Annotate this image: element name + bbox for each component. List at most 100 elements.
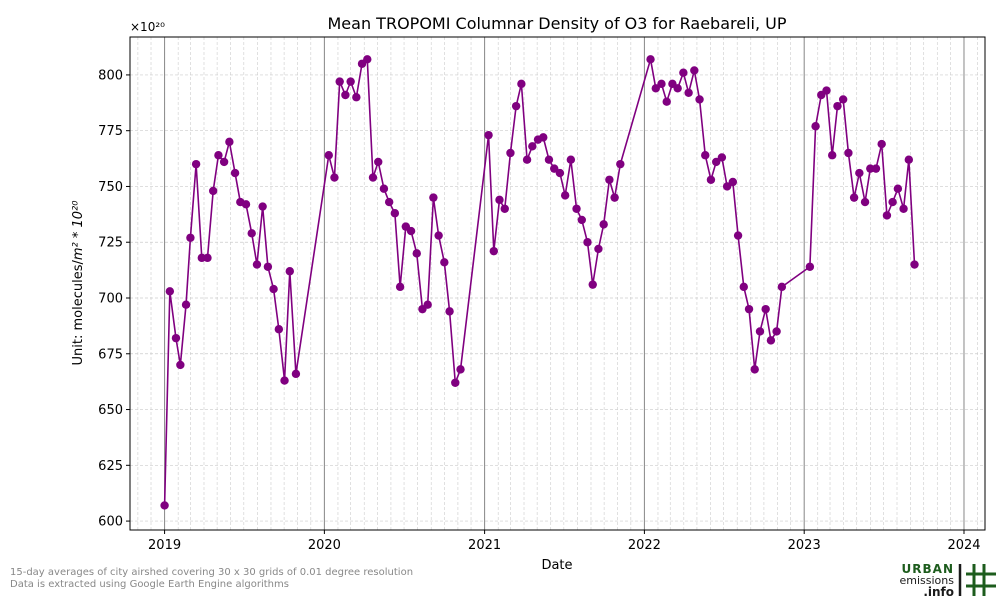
y-tick-label: 600	[98, 515, 123, 530]
data-point	[849, 193, 859, 202]
data-point	[761, 304, 770, 314]
data-point	[230, 168, 240, 178]
data-point	[252, 260, 262, 269]
data-point	[888, 197, 897, 207]
data-point	[434, 231, 443, 240]
data-point	[583, 238, 592, 247]
x-tick-label: 2023	[788, 538, 821, 553]
data-point	[744, 304, 754, 314]
y-axis-label-units: m² * 10²⁰	[71, 200, 86, 260]
data-point	[291, 369, 301, 379]
data-point	[341, 90, 350, 100]
series-line-path	[163, 58, 916, 506]
urban-emissions-logo: URBAN emissions .info	[898, 562, 998, 599]
data-point	[528, 142, 537, 151]
data-point	[833, 101, 842, 111]
data-point	[893, 184, 903, 193]
data-point	[766, 336, 776, 345]
data-point	[368, 173, 378, 182]
data-point	[605, 175, 614, 184]
data-point	[440, 258, 449, 267]
data-point	[722, 182, 732, 191]
data-point	[181, 300, 191, 309]
data-point	[712, 157, 721, 167]
data-point	[679, 68, 688, 77]
data-point	[599, 220, 608, 229]
data-point	[511, 101, 521, 111]
data-point	[500, 204, 509, 213]
y-tick-label: 625	[98, 459, 123, 474]
data-point	[651, 84, 660, 93]
data-point	[717, 153, 727, 162]
y-tick-label: 750	[98, 180, 123, 195]
data-point	[160, 501, 169, 510]
y-tick-label: 775	[98, 124, 123, 139]
data-point	[684, 88, 693, 97]
data-point	[739, 282, 748, 292]
data-point	[882, 211, 892, 220]
data-point	[263, 262, 273, 271]
data-point	[616, 159, 625, 169]
data-point	[406, 226, 416, 236]
data-point	[566, 155, 576, 164]
data-point	[324, 151, 333, 160]
data-point	[423, 300, 432, 309]
data-point	[539, 133, 548, 142]
data-point	[451, 378, 460, 387]
data-point	[855, 168, 864, 178]
data-point	[285, 267, 294, 276]
data-point	[695, 95, 704, 104]
data-point	[577, 215, 586, 225]
data-point	[673, 84, 682, 93]
data-point	[706, 175, 716, 184]
data-point	[484, 130, 493, 140]
chart-title: Mean TROPOMI Columnar Density of O3 for …	[328, 14, 787, 33]
data-point	[186, 233, 195, 242]
data-point	[610, 193, 619, 202]
data-point	[899, 204, 908, 213]
grid	[130, 37, 985, 530]
data-point	[822, 86, 831, 95]
footnote-line-2: Data is extracted using Google Earth Eng…	[10, 579, 289, 590]
data-point	[690, 66, 699, 75]
data-point	[445, 307, 454, 316]
data-point	[657, 79, 666, 89]
scale-label: ×10²⁰	[130, 20, 165, 34]
data-point	[330, 173, 339, 182]
data-point	[395, 282, 405, 292]
plot-frame	[129, 36, 986, 531]
data-point	[517, 79, 526, 89]
data-point	[176, 360, 185, 370]
series-markers	[160, 55, 919, 510]
data-point	[811, 122, 820, 131]
data-point	[258, 202, 267, 211]
data-point	[701, 151, 710, 160]
y-tick-label: 700	[98, 292, 123, 307]
data-point	[374, 157, 383, 167]
data-point	[588, 280, 597, 289]
data-point	[728, 177, 738, 187]
data-point	[805, 262, 815, 271]
data-point	[522, 155, 532, 164]
data-point	[755, 327, 765, 336]
x-tick-label: 2020	[308, 538, 341, 553]
data-point	[274, 325, 284, 334]
data-point	[910, 260, 919, 269]
y-tick-label: 800	[98, 68, 123, 83]
data-point	[171, 333, 181, 343]
data-point	[646, 55, 655, 64]
data-point	[904, 155, 914, 164]
data-point	[495, 195, 504, 205]
x-tick-label: 2024	[947, 538, 980, 553]
y-tick-label: 650	[98, 403, 123, 418]
data-point	[750, 365, 759, 374]
data-point	[225, 137, 234, 147]
axes: 600 625 650 675 700 725 750 775 800 2019 2020 2021 2…	[98, 36, 986, 553]
data-point	[733, 231, 743, 240]
y-axis-label: Unit: molecules/m² * 10²⁰	[71, 200, 86, 366]
data-point	[550, 164, 559, 173]
data-point	[352, 93, 361, 102]
logo-word-emissions: emissions	[899, 574, 955, 587]
logo-word-info: .info	[923, 585, 954, 599]
